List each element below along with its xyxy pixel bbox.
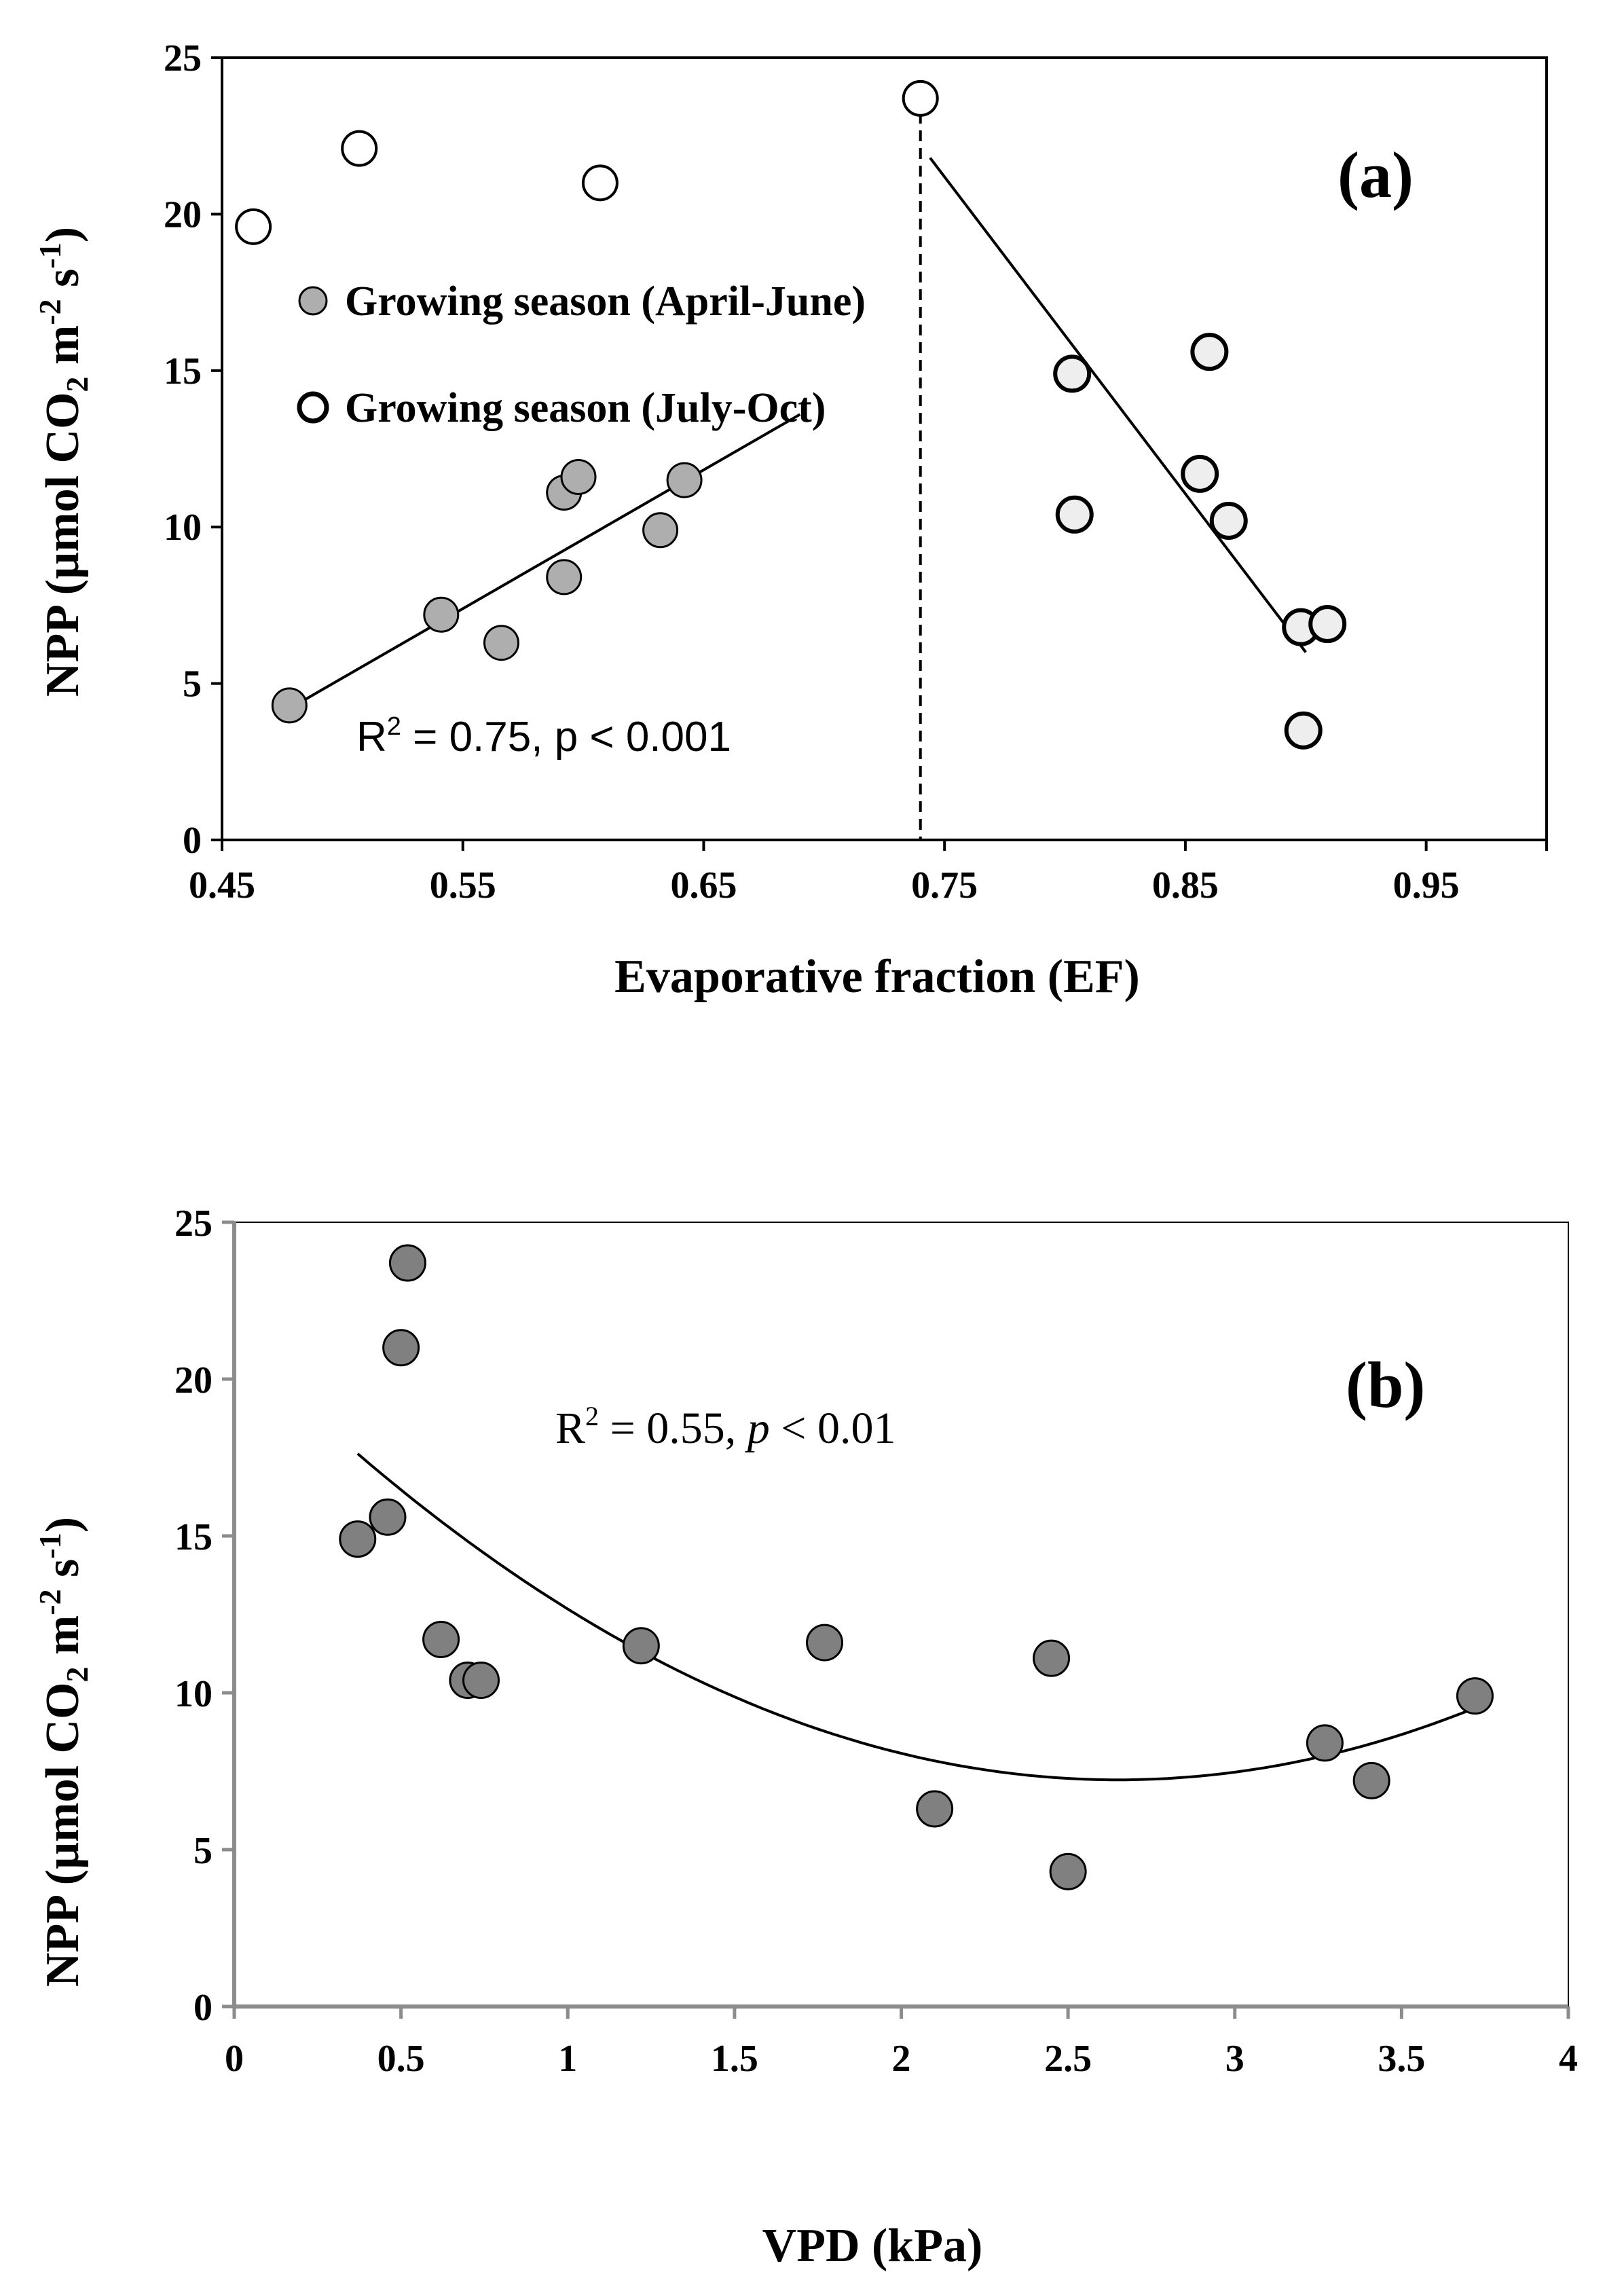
b-x-tick-label: 0.5: [377, 2038, 425, 2080]
b-y-tick-label: 25: [174, 1203, 213, 1245]
a-legend-label-april-june: Growing season (April-June): [345, 278, 866, 325]
a-x-tick-label: 0.75: [911, 864, 978, 906]
a-point-july-oct: [1284, 711, 1323, 750]
a-point-april-june: [642, 512, 679, 549]
a-point-july-oct: [1190, 333, 1229, 371]
a-trend-line: [289, 413, 801, 710]
a-point-april-june: [271, 687, 308, 724]
b-y-tick-label: 20: [174, 1359, 213, 1401]
b-point: [422, 1620, 460, 1658]
a-data-points: [235, 79, 1347, 750]
b-r2-tail: < 0.01: [770, 1404, 896, 1453]
b-point: [388, 1244, 426, 1282]
a-axis-ticks: 0 5 10 15 20 25 0.45 0.55 0.65 0.75 0.85 0.95: [164, 37, 1548, 906]
b-point: [462, 1662, 500, 1700]
a-r2-superscript: 2: [387, 712, 401, 741]
a-point-april-june: [483, 625, 519, 661]
a-panel-label: (a): [1337, 139, 1414, 211]
a-point-april-june: [666, 462, 703, 498]
a-r2-prefix: R: [356, 714, 387, 761]
a-legend-marker-april-june: [298, 286, 328, 316]
b-point: [1049, 1852, 1087, 1890]
a-y-tick-label: 20: [164, 194, 202, 236]
a-x-tick-label: 0.55: [430, 864, 496, 906]
a-point-april-june: [560, 458, 597, 495]
b-x-tick-label: 3: [1225, 2038, 1244, 2080]
a-plot-border: [221, 56, 1548, 841]
b-x-tick-label: 4: [1559, 2038, 1578, 2080]
b-r2-superscript: 2: [585, 1401, 599, 1431]
b-x-tick-label: 1: [558, 2038, 577, 2080]
b-r2-value: = 0.55,: [599, 1404, 748, 1453]
b-point: [1306, 1724, 1344, 1762]
a-x-tick-label: 0.85: [1152, 864, 1219, 906]
a-legend-marker-july-oct: [297, 391, 329, 424]
a-trend-line: [929, 157, 1307, 653]
a-y-tick-label: 5: [183, 663, 202, 706]
a-legend-label-july-oct: Growing season (July-Oct): [345, 385, 826, 431]
panel-a: 0 5 10 15 20 25 0.45 0.55 0.65 0.75 0.85 0.95 Growi…: [33, 37, 1548, 1003]
b-y-tick-label: 0: [193, 1987, 213, 2029]
a-point-july-oct: [1209, 501, 1248, 540]
b-x-tick-label: 1.5: [711, 2038, 758, 2080]
a-point-july-oct: [1308, 605, 1347, 644]
b-x-tick-label: 3.5: [1378, 2038, 1425, 2080]
a-point-april-june: [546, 559, 583, 596]
b-x-tick-label: 2: [892, 2038, 911, 2080]
a-point-july-oct: [902, 79, 939, 117]
b-point: [916, 1790, 954, 1828]
b-plot-frame: [232, 1222, 1569, 2009]
a-point-july-oct: [1053, 354, 1092, 393]
a-x-axis-label: Evaporative fraction (EF): [614, 951, 1140, 1003]
b-fit-curve-path: [356, 1452, 1476, 1782]
b-data-points: [339, 1244, 1494, 1890]
b-y-tick-label: 15: [174, 1516, 213, 1558]
a-x-tick-label: 0.45: [189, 864, 255, 906]
b-panel-label: (b): [1346, 1349, 1425, 1421]
b-y-axis-label: NPP (µmol CO2 m-2 s-1): [33, 1517, 94, 1987]
a-point-april-june: [423, 596, 460, 633]
b-axis-ticks: 0 5 10 15 20 25 0 0.5 1 1.5 2 2.5 3 3.5 4: [174, 1203, 1578, 2080]
a-trend-lines: [289, 95, 1307, 840]
b-point: [1352, 1761, 1390, 1799]
b-point: [1456, 1677, 1494, 1715]
a-x-tick-label: 0.65: [670, 864, 737, 906]
b-point: [369, 1498, 407, 1536]
a-point-july-oct: [1181, 454, 1219, 493]
a-x-tick-label: 0.95: [1393, 864, 1460, 906]
b-point: [806, 1624, 844, 1662]
a-plot-frame: [221, 56, 1548, 841]
a-y-tick-label: 25: [164, 37, 202, 79]
b-plot-border: [234, 1222, 1569, 2007]
a-y-tick-label: 0: [183, 820, 202, 862]
b-x-axis-label: VPD (kPa): [762, 2220, 983, 2272]
b-x-tick-label: 2.5: [1044, 2038, 1092, 2080]
a-point-july-oct: [581, 164, 619, 202]
a-point-july-oct: [341, 130, 378, 167]
a-y-tick-label: 10: [164, 507, 202, 549]
b-r2-annotation: R2 = 0.55, p < 0.01: [555, 1401, 896, 1453]
b-x-tick-label: 0: [225, 2038, 244, 2080]
b-r2-prefix: R: [555, 1404, 585, 1453]
b-point: [622, 1627, 660, 1665]
a-y-axis-label: NPP (µmol CO2 m-2 s-1): [33, 227, 94, 697]
b-point: [339, 1520, 377, 1558]
b-y-tick-label: 10: [174, 1673, 213, 1715]
b-point: [1033, 1639, 1071, 1677]
a-point-july-oct: [235, 208, 272, 245]
b-fit-curve: [356, 1452, 1476, 1782]
a-r2-annotation: R2 = 0.75, p < 0.001: [356, 712, 731, 761]
b-r2-p: p: [745, 1404, 770, 1453]
b-y-tick-label: 5: [193, 1830, 213, 1872]
a-r2-value: = 0.75, p < 0.001: [401, 714, 731, 761]
b-point: [382, 1329, 420, 1367]
a-point-july-oct: [1055, 495, 1094, 534]
a-y-tick-label: 15: [164, 350, 202, 392]
